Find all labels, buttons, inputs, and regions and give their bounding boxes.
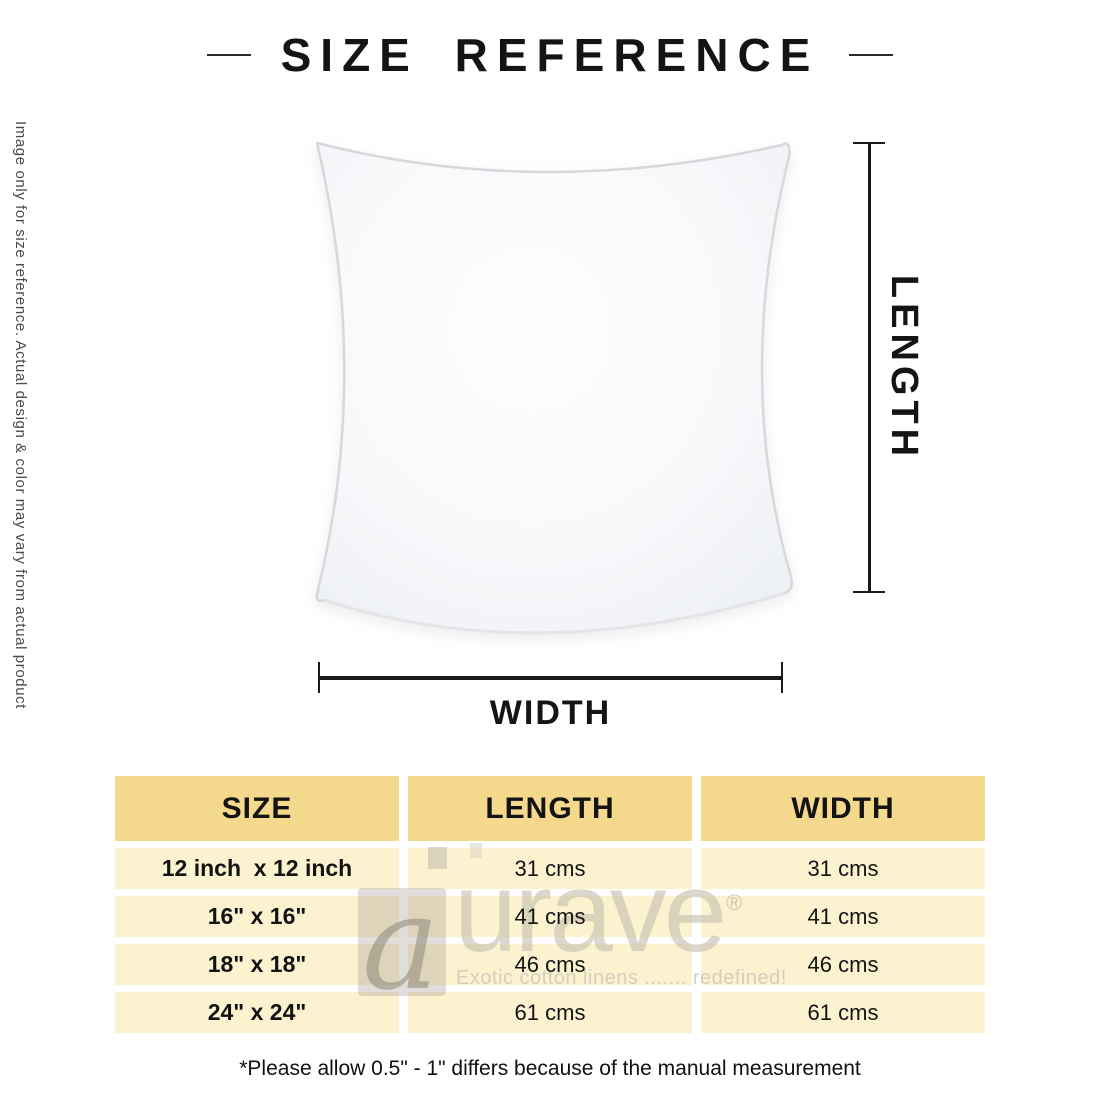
width-line — [318, 676, 783, 680]
title-dash-right — [849, 54, 894, 56]
title-section: SIZE REFERENCE — [0, 28, 1100, 82]
width-cap-right-icon — [781, 662, 783, 693]
table-row-3-length: 46 cms — [408, 944, 692, 985]
header-cell-size: SIZE — [115, 776, 399, 841]
title-dash-left — [206, 54, 251, 56]
size-table: SIZE LENGTH WIDTH 12 inch x 12 inch 31 c… — [115, 776, 985, 1033]
size-disclaimer-note: Image only for size reference. Actual de… — [12, 121, 29, 710]
pillow-piping-highlight — [323, 591, 786, 635]
width-dimension: WIDTH — [318, 662, 783, 732]
header-cell-width: WIDTH — [701, 776, 985, 841]
table-row-2-length: 41 cms — [408, 896, 692, 937]
table-row-2-width: 41 cms — [701, 896, 985, 937]
width-label: WIDTH — [489, 694, 612, 732]
table-row-1-width: 31 cms — [701, 848, 985, 889]
table-row-3-size: 18" x 18" — [115, 944, 399, 985]
length-dimension: LENGTH — [846, 142, 936, 593]
table-row-3-width: 46 cms — [701, 944, 985, 985]
length-label: LENGTH — [883, 274, 925, 461]
length-line — [868, 143, 871, 592]
pillow-shape — [315, 141, 793, 635]
pillow-image — [315, 141, 793, 635]
table-row-4-width: 61 cms — [701, 992, 985, 1033]
page-title: SIZE REFERENCE — [280, 29, 820, 81]
table-row-1-length: 31 cms — [408, 848, 692, 889]
table-row-2-size: 16" x 16" — [115, 896, 399, 937]
table-row-4-length: 61 cms — [408, 992, 692, 1033]
table-row-4-size: 24" x 24" — [115, 992, 399, 1033]
table-row-1-size: 12 inch x 12 inch — [115, 848, 399, 889]
header-cell-length: LENGTH — [408, 776, 692, 841]
measurement-disclaimer: *Please allow 0.5" - 1" differs because … — [239, 1057, 861, 1080]
length-cap-bottom-icon — [853, 591, 885, 593]
